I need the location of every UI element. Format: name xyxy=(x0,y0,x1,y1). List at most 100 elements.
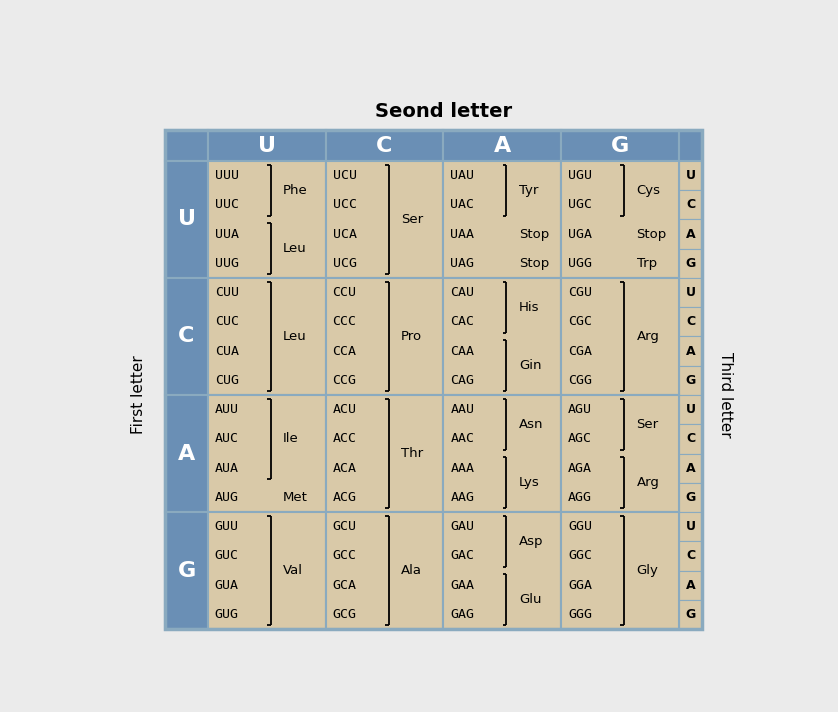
Text: ACG: ACG xyxy=(333,491,357,504)
Text: UAC: UAC xyxy=(450,198,474,211)
Bar xyxy=(679,570,702,600)
Text: G: G xyxy=(685,257,696,270)
Text: ACU: ACU xyxy=(333,403,357,416)
Bar xyxy=(443,512,561,629)
Text: Ile: Ile xyxy=(283,432,299,446)
Text: ACA: ACA xyxy=(333,461,357,475)
Text: AGG: AGG xyxy=(568,491,592,504)
Bar xyxy=(679,424,702,454)
Text: U: U xyxy=(685,520,696,533)
Bar xyxy=(208,130,326,161)
Text: G: G xyxy=(611,135,629,155)
Bar xyxy=(443,130,561,161)
Bar xyxy=(326,130,443,161)
Text: GUG: GUG xyxy=(215,608,239,621)
Text: Cys: Cys xyxy=(637,184,660,197)
Bar xyxy=(679,483,702,512)
Text: GGG: GGG xyxy=(568,608,592,621)
Text: AAC: AAC xyxy=(450,432,474,446)
Bar xyxy=(208,512,326,629)
Bar xyxy=(165,161,208,278)
Text: Leu: Leu xyxy=(283,242,307,255)
Bar xyxy=(679,248,702,278)
Text: GCU: GCU xyxy=(333,520,357,533)
Text: CAG: CAG xyxy=(450,374,474,387)
Text: CUC: CUC xyxy=(215,315,239,328)
Bar xyxy=(443,278,561,395)
Text: U: U xyxy=(258,135,276,155)
Text: Ser: Ser xyxy=(401,213,423,226)
Text: U: U xyxy=(685,286,696,299)
Text: C: C xyxy=(376,135,393,155)
Text: GUC: GUC xyxy=(215,550,239,562)
Text: C: C xyxy=(686,315,696,328)
Text: Pro: Pro xyxy=(401,330,422,343)
Text: U: U xyxy=(178,209,195,229)
Text: CCU: CCU xyxy=(333,286,357,299)
Text: Stop: Stop xyxy=(637,228,667,241)
Text: U: U xyxy=(685,403,696,416)
Text: UAG: UAG xyxy=(450,257,474,270)
Text: A: A xyxy=(685,228,696,241)
Text: AAA: AAA xyxy=(450,461,474,475)
Text: GCG: GCG xyxy=(333,608,357,621)
Text: A: A xyxy=(685,461,696,475)
Text: Stop: Stop xyxy=(519,257,549,270)
Bar xyxy=(679,395,702,424)
Text: UGG: UGG xyxy=(568,257,592,270)
Text: A: A xyxy=(685,345,696,357)
Text: CAA: CAA xyxy=(450,345,474,357)
Text: Arg: Arg xyxy=(637,330,660,343)
Text: GAU: GAU xyxy=(450,520,474,533)
Bar xyxy=(679,219,702,248)
Text: GCC: GCC xyxy=(333,550,357,562)
Text: UUG: UUG xyxy=(215,257,239,270)
Text: ACC: ACC xyxy=(333,432,357,446)
Text: Asn: Asn xyxy=(519,418,543,431)
Text: AAG: AAG xyxy=(450,491,474,504)
Text: UCU: UCU xyxy=(333,169,357,182)
Text: G: G xyxy=(685,608,696,621)
Text: GGC: GGC xyxy=(568,550,592,562)
Bar xyxy=(679,161,702,190)
Text: Stop: Stop xyxy=(519,228,549,241)
Text: CGU: CGU xyxy=(568,286,592,299)
Text: Arg: Arg xyxy=(637,476,660,489)
Text: GUU: GUU xyxy=(215,520,239,533)
Text: Tyr: Tyr xyxy=(519,184,538,197)
Text: Ser: Ser xyxy=(637,418,659,431)
Bar xyxy=(679,130,702,161)
Bar xyxy=(561,395,679,512)
Text: Gin: Gin xyxy=(519,360,541,372)
Text: A: A xyxy=(494,135,511,155)
Bar xyxy=(165,395,208,512)
Bar xyxy=(561,130,679,161)
Bar xyxy=(443,161,561,278)
Text: UCC: UCC xyxy=(333,198,357,211)
Bar xyxy=(561,512,679,629)
Text: UAU: UAU xyxy=(450,169,474,182)
Bar xyxy=(326,161,443,278)
Text: UUC: UUC xyxy=(215,198,239,211)
Text: A: A xyxy=(178,444,195,464)
Text: AUU: AUU xyxy=(215,403,239,416)
Bar xyxy=(679,366,702,395)
Bar xyxy=(208,395,326,512)
Bar xyxy=(679,190,702,219)
Text: GAG: GAG xyxy=(450,608,474,621)
Bar xyxy=(679,337,702,366)
Bar xyxy=(208,161,326,278)
Text: AGC: AGC xyxy=(568,432,592,446)
Text: Asp: Asp xyxy=(519,535,543,548)
Text: CUG: CUG xyxy=(215,374,239,387)
Text: First letter: First letter xyxy=(131,355,146,434)
Text: AAU: AAU xyxy=(450,403,474,416)
Text: Lys: Lys xyxy=(519,476,540,489)
Text: GUA: GUA xyxy=(215,579,239,592)
Text: Thr: Thr xyxy=(401,447,423,460)
Text: C: C xyxy=(686,198,696,211)
Text: Glu: Glu xyxy=(519,593,541,607)
Text: CUA: CUA xyxy=(215,345,239,357)
Text: Seond letter: Seond letter xyxy=(375,102,512,121)
Bar xyxy=(679,600,702,629)
